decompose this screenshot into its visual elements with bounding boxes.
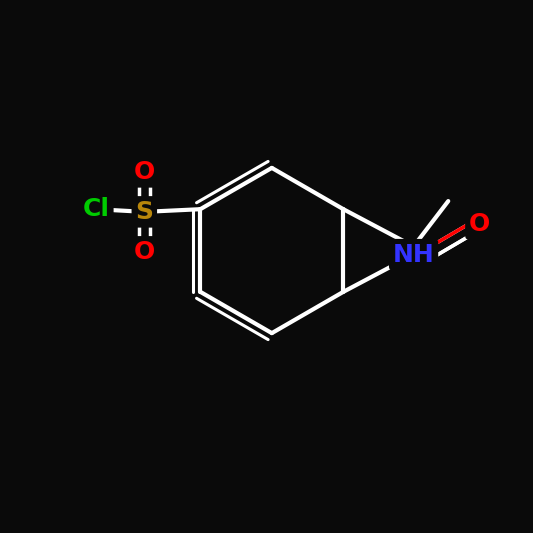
Text: NH: NH: [393, 243, 434, 266]
Text: O: O: [469, 212, 490, 236]
Text: S: S: [135, 200, 154, 224]
Text: Cl: Cl: [83, 197, 110, 221]
Text: O: O: [134, 160, 155, 184]
Text: O: O: [134, 240, 155, 264]
